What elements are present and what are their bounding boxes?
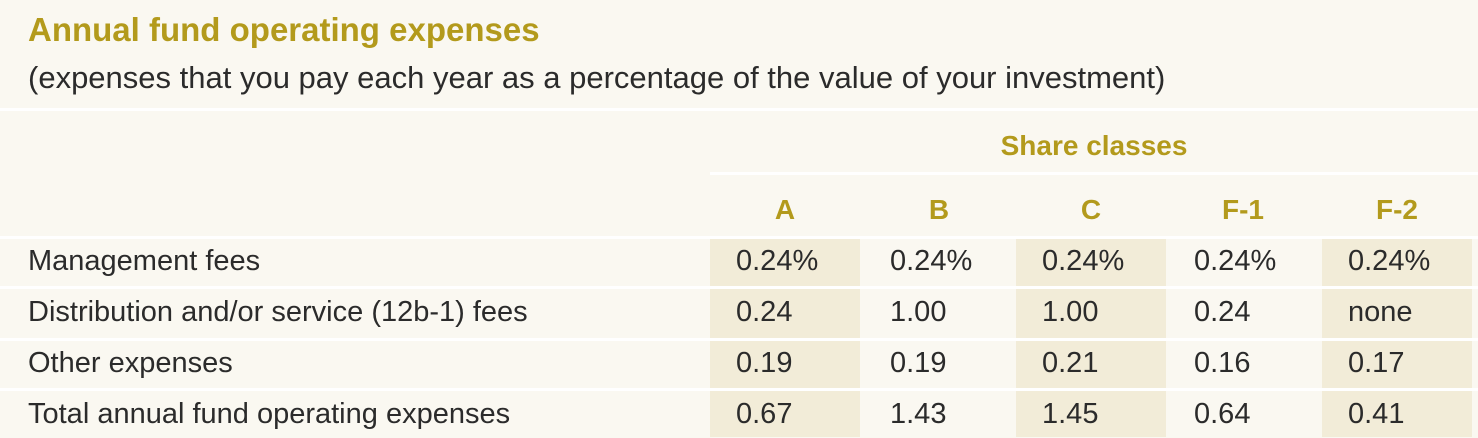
cell-management-fees-f1: 0.24%: [1194, 245, 1277, 277]
cell-distribution-fees-b: 1.00: [890, 296, 947, 328]
row-divider: [0, 388, 1478, 391]
share-classes-divider: [710, 172, 1478, 175]
row-divider: [0, 338, 1478, 341]
cell-other-expenses-c: 0.21: [1042, 347, 1099, 379]
column-header-a: A: [774, 194, 796, 225]
cell-other-expenses-f1: 0.16: [1194, 347, 1251, 379]
cell-management-fees-c: 0.24%: [1042, 245, 1125, 277]
row-divider: [0, 286, 1478, 289]
cell-distribution-fees-a: 0.24: [736, 296, 793, 328]
header-divider: [0, 108, 1478, 111]
row-label-distribution-fees: Distribution and/or service (12b-1) fees: [28, 296, 528, 328]
cell-total-expenses-f2: 0.41: [1348, 398, 1405, 430]
cell-other-expenses-b: 0.19: [890, 347, 947, 379]
cell-management-fees-a: 0.24%: [736, 245, 819, 277]
row-divider: [0, 236, 1478, 239]
cell-other-expenses-f2: 0.17: [1348, 347, 1405, 379]
row-label-total-expenses: Total annual fund operating expenses: [28, 398, 511, 430]
cell-management-fees-f2: 0.24%: [1348, 245, 1431, 277]
cell-total-expenses-f1: 0.64: [1194, 398, 1251, 430]
column-shade-c: [1016, 236, 1166, 437]
row-label-management-fees: Management fees: [28, 245, 261, 277]
cell-management-fees-b: 0.24%: [890, 245, 973, 277]
cell-other-expenses-a: 0.19: [736, 347, 793, 379]
cell-total-expenses-c: 1.45: [1042, 398, 1099, 430]
cell-distribution-fees-c: 1.00: [1042, 296, 1099, 328]
page-title: Annual fund operating expenses: [28, 11, 540, 48]
column-header-b: B: [928, 194, 950, 225]
cell-distribution-fees-f1: 0.24: [1194, 296, 1251, 328]
share-classes-header: Share classes: [1000, 130, 1188, 161]
column-header-f2: F-2: [1376, 194, 1418, 225]
row-label-other-expenses: Other expenses: [28, 347, 233, 379]
cell-total-expenses-b: 1.43: [890, 398, 947, 430]
column-header-f1: F-1: [1222, 194, 1264, 225]
column-header-c: C: [1080, 194, 1102, 225]
column-shade-a: [710, 236, 860, 437]
page-subtitle: (expenses that you pay each year as a pe…: [28, 60, 1166, 95]
cell-distribution-fees-f2: none: [1348, 296, 1413, 328]
column-shade-f2: [1322, 236, 1472, 437]
cell-total-expenses-a: 0.67: [736, 398, 793, 430]
